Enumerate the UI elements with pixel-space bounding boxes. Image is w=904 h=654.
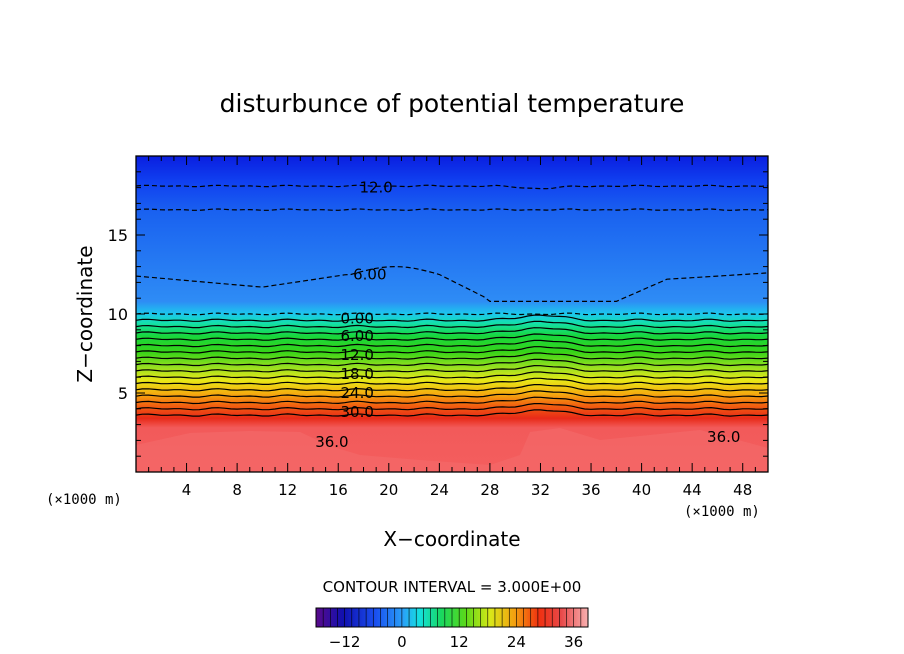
y-tick-label: 15 — [108, 226, 128, 245]
colorbar-tick-label: 12 — [450, 633, 469, 651]
colorbar-tick-label: 0 — [397, 633, 407, 651]
x-unit-right: (×1000 m) — [684, 504, 760, 520]
contour-label: 30.0 — [340, 403, 373, 421]
contour-line — [136, 352, 768, 360]
contour-line — [136, 265, 768, 302]
contour-line — [136, 346, 768, 354]
x-axis: 4 8 12 16 20 24 28 32 36 40 44 48 — [135, 156, 769, 499]
contour-line — [136, 312, 768, 316]
warm-lobe — [136, 428, 768, 472]
colorbar: −12 0 12 24 36 — [315, 607, 589, 651]
x-tick-label: 44 — [683, 481, 702, 499]
x-tick-label: 48 — [733, 481, 752, 499]
x-tick-label: 4 — [182, 481, 192, 499]
contour-label: 0.00 — [340, 310, 373, 328]
contour-line — [136, 327, 768, 335]
contour-label: 12.0 — [359, 179, 392, 197]
y-tick-label: 10 — [108, 305, 128, 324]
y-axis: 5 10 15 — [108, 155, 768, 473]
colorbar-tick-label: 24 — [507, 633, 526, 651]
x-tick-label: 32 — [531, 481, 550, 499]
contour-label: 18.0 — [340, 365, 373, 383]
contour-label: 6.00 — [353, 266, 386, 284]
contour-line — [136, 371, 768, 379]
x-tick-label: 40 — [632, 481, 651, 499]
x-tick-label: 16 — [329, 481, 348, 499]
x-unit-left: (×1000 m) — [46, 492, 122, 508]
colorbar-tick-label: −12 — [329, 633, 361, 651]
contour-line — [136, 339, 768, 348]
x-tick-label: 20 — [379, 481, 398, 499]
y-axis-label: Z−coordinate — [73, 245, 97, 382]
x-tick-label: 28 — [480, 481, 499, 499]
contour-label: 12.0 — [340, 346, 373, 364]
contour-label: 6.00 — [340, 327, 373, 345]
x-tick-label: 24 — [430, 481, 449, 499]
contour-line — [136, 396, 768, 405]
contour-line — [136, 320, 768, 329]
contour-line — [136, 403, 768, 411]
contour-line — [136, 314, 768, 322]
contour-lines — [136, 184, 768, 417]
chart-title: disturbunce of potential temperature — [220, 89, 685, 118]
contour-line — [136, 384, 768, 392]
contour-label: 24.0 — [340, 384, 373, 402]
x-axis-label: X−coordinate — [383, 527, 520, 551]
contour-line — [136, 208, 768, 211]
y-tick-label: 5 — [118, 384, 128, 403]
contour-line — [136, 409, 768, 417]
contour-label: 36.0 — [315, 433, 348, 451]
contour-interval-label: CONTOUR INTERVAL = 3.000E+00 — [323, 578, 582, 596]
contour-line — [136, 184, 768, 190]
colorbar-ticks: −12 0 12 24 36 — [315, 608, 589, 651]
x-tick-label: 8 — [232, 481, 242, 499]
x-tick-label: 36 — [581, 481, 600, 499]
contour-line — [136, 333, 768, 341]
contour-label: 36.0 — [707, 428, 740, 446]
x-tick-label: 12 — [278, 481, 297, 499]
contour-line — [136, 377, 768, 386]
plot-area — [136, 156, 768, 472]
contour-line — [136, 390, 768, 398]
colorbar-tick-label: 36 — [564, 633, 583, 651]
contour-line — [136, 364, 768, 373]
contour-line — [136, 358, 768, 367]
